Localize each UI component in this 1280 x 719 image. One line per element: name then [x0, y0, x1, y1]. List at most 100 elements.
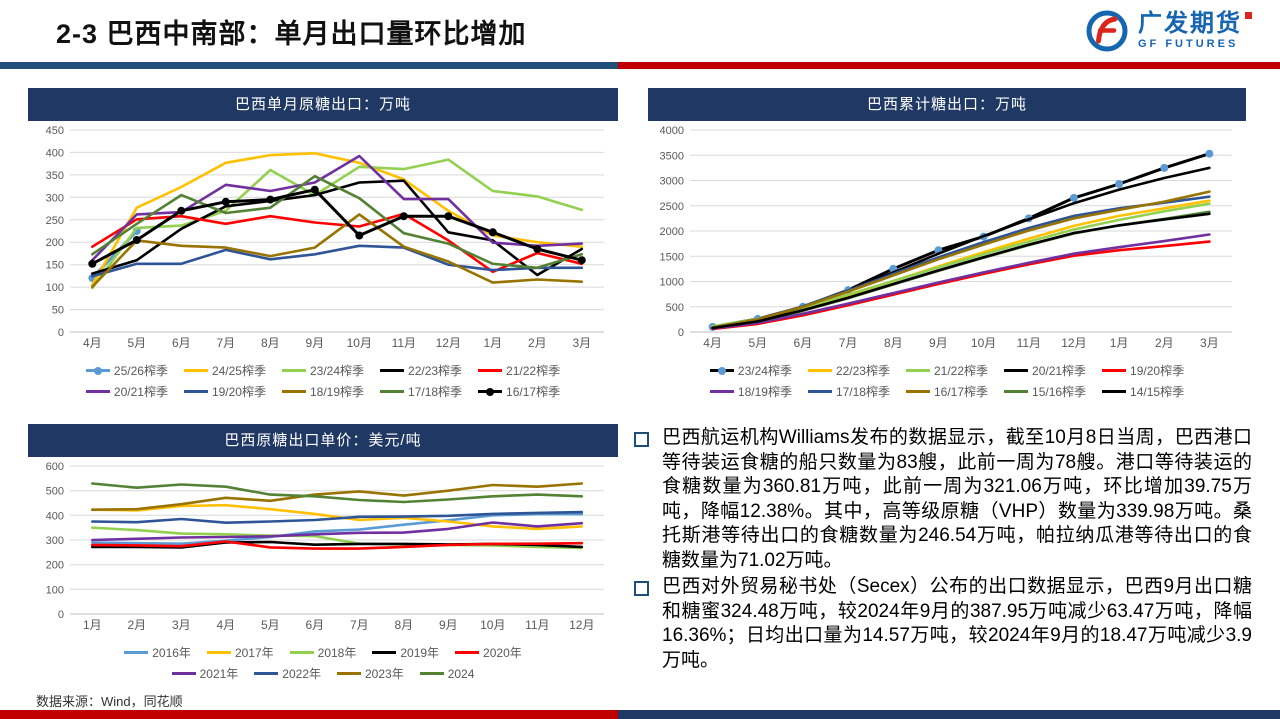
legend-item: 14/15榨季	[1102, 383, 1184, 400]
gf-logo-text: 广发期货 GF FUTURES	[1138, 12, 1252, 50]
legend-label: 2016年	[152, 646, 191, 660]
legend-label: 19/20榨季	[1130, 364, 1185, 378]
legend-line-swatch	[709, 390, 734, 393]
legend-item: 23/24榨季	[709, 362, 792, 379]
svg-text:4000: 4000	[660, 125, 684, 137]
svg-text:0: 0	[678, 327, 684, 339]
legend-line-swatch	[183, 369, 208, 372]
export-unit-price-legend: 2016年 2017年 2018年 2019年 2020年 2021年 2022年 2023年…	[28, 642, 618, 684]
svg-text:12月: 12月	[436, 336, 461, 350]
svg-text:12月: 12月	[1061, 336, 1086, 350]
legend-line-swatch	[124, 651, 149, 654]
svg-text:500: 500	[46, 486, 64, 498]
chart-panel-monthly-raw-sugar-exports: 巴西单月原糖出口：万吨 0 50 100 150 200 250 300 350 400 450 4…	[28, 88, 618, 402]
svg-text:350: 350	[46, 170, 64, 182]
legend-marker-dot-icon	[486, 387, 495, 396]
svg-text:11月: 11月	[392, 336, 416, 350]
gf-futures-logo: 广发期货 GF FUTURES	[1084, 8, 1252, 54]
legend-item: 2021年	[171, 665, 238, 682]
svg-text:6月: 6月	[305, 618, 324, 632]
svg-text:2000: 2000	[660, 226, 684, 238]
legend-row: 2021年 2022年 2023年 2024	[28, 663, 618, 684]
legend-item: 22/23榨季	[807, 362, 890, 379]
legend-label: 18/19榨季	[309, 385, 365, 399]
svg-text:2月: 2月	[1155, 336, 1174, 350]
legend-item: 20/21榨季	[85, 383, 168, 400]
monthly-raw-sugar-exports-chart: 0 50 100 150 200 250 300 350 400 450 4月 5月 6月 7月 8月 9月 1…	[46, 125, 604, 350]
legend-item: 2018年	[289, 644, 356, 661]
svg-text:200: 200	[46, 237, 64, 249]
legend-line-swatch	[254, 672, 279, 675]
cumulative-exports-legend: 23/24榨季 22/23榨季 21/22榨季 20/21榨季 19/20榨季 18/19…	[648, 360, 1246, 402]
legend-item: 2016年	[124, 644, 191, 661]
svg-text:2月: 2月	[528, 336, 547, 350]
legend-item: 2017年	[206, 644, 274, 661]
header-divider	[0, 62, 1280, 69]
svg-text:9月: 9月	[929, 336, 948, 350]
legend-line-swatch	[807, 390, 832, 393]
legend-item: 2020年	[455, 644, 522, 661]
svg-text:200: 200	[46, 560, 64, 572]
logo-chinese-name: 广发期货	[1138, 10, 1242, 37]
legend-row: 23/24榨季 22/23榨季 21/22榨季 20/21榨季 19/20榨季	[648, 360, 1246, 381]
legend-item: 20/21榨季	[1004, 362, 1086, 379]
svg-text:3月: 3月	[172, 618, 191, 632]
legend-item: 17/18榨季	[380, 383, 462, 400]
legend-label: 19/20榨季	[211, 385, 266, 399]
svg-text:10月: 10月	[971, 336, 996, 350]
chart-panel-cumulative-sugar-exports: 巴西累计糖出口：万吨 0 500 1000 1500 2000 2500 3000 3500 4…	[648, 88, 1246, 402]
svg-text:8月: 8月	[394, 618, 413, 632]
svg-text:50: 50	[52, 305, 64, 317]
svg-text:400: 400	[46, 147, 64, 159]
legend-line-swatch	[419, 672, 444, 675]
svg-text:450: 450	[46, 125, 64, 137]
bullet-item: 巴西对外贸易秘书处（Secex）公布的出口数据显示，巴西9月出口糖和糖蜜324.…	[634, 575, 1252, 673]
svg-text:10月: 10月	[347, 336, 372, 350]
monthly-exports-legend: 25/26榨季 24/25榨季 23/24榨季 22/23榨季 21/22榨季 20/21…	[28, 360, 618, 402]
svg-text:0: 0	[58, 327, 64, 339]
legend-marker-dot-icon	[93, 366, 102, 375]
legend-item: 21/22榨季	[905, 362, 988, 379]
legend-line-swatch	[380, 390, 405, 393]
legend-item: 22/23榨季	[380, 362, 462, 379]
bullet-item: 巴西航运机构Williams发布的数据显示，截至10月8日当周，巴西港口等待装运…	[634, 426, 1252, 573]
chart-title-cumulative-exports: 巴西累计糖出口：万吨	[648, 88, 1246, 121]
legend-item: 18/19榨季	[709, 383, 792, 400]
legend-item: 2019年	[372, 644, 439, 661]
legend-label: 23/24榨季	[737, 364, 792, 378]
legend-line-swatch	[478, 387, 503, 396]
svg-text:10月: 10月	[480, 618, 505, 632]
cumulative-sugar-exports-chart: 0 500 1000 1500 2000 2500 3000 3500 4000 4月 5月 6月 7月…	[660, 125, 1232, 350]
legend-line-swatch	[807, 369, 832, 372]
legend-line-swatch	[455, 651, 480, 654]
svg-text:100: 100	[46, 282, 64, 294]
square-bullet-icon	[634, 432, 649, 447]
legend-line-swatch	[206, 651, 231, 654]
svg-text:7月: 7月	[350, 618, 369, 632]
bullet-text-secex: 巴西对外贸易秘书处（Secex）公布的出口数据显示，巴西9月出口糖和糖蜜324.…	[662, 576, 1252, 671]
legend-item: 21/22榨季	[478, 362, 560, 379]
legend-label: 2017年	[234, 646, 274, 660]
legend-line-swatch	[1102, 390, 1127, 393]
legend-label: 17/18榨季	[835, 385, 890, 399]
svg-text:100: 100	[46, 584, 64, 596]
legend-label: 16/17榨季	[933, 385, 989, 399]
legend-item: 19/20榨季	[183, 383, 266, 400]
legend-line-swatch	[289, 651, 314, 654]
legend-line-swatch	[183, 390, 208, 393]
square-bullet-icon	[634, 581, 649, 596]
legend-marker-dot-icon	[717, 366, 726, 375]
legend-label: 23/24榨季	[309, 364, 365, 378]
legend-item: 23/24榨季	[281, 362, 365, 379]
svg-text:3500: 3500	[660, 150, 684, 162]
svg-text:5月: 5月	[261, 618, 280, 632]
legend-line-swatch	[171, 672, 196, 675]
legend-label: 2020年	[483, 646, 522, 660]
svg-text:3000: 3000	[660, 176, 684, 188]
legend-label: 2022年	[282, 667, 321, 681]
svg-text:1500: 1500	[660, 251, 684, 263]
legend-label: 21/22榨季	[506, 364, 561, 378]
svg-text:6月: 6月	[172, 336, 191, 350]
svg-text:7月: 7月	[839, 336, 858, 350]
legend-label: 22/23榨季	[835, 364, 890, 378]
